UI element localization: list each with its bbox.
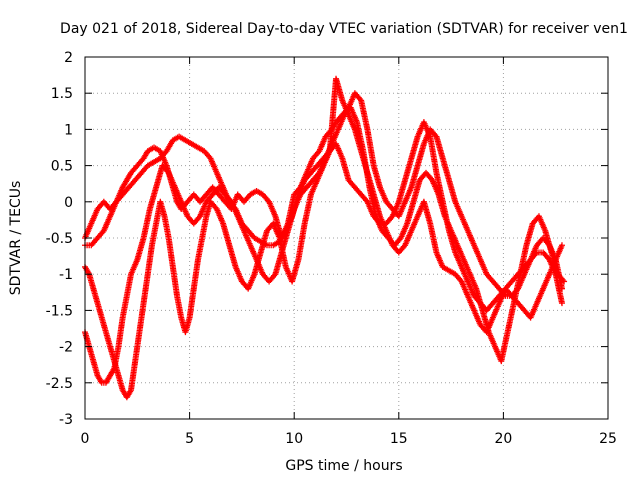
- y-tick-label: -3: [59, 412, 73, 428]
- chart-title: Day 021 of 2018, Sidereal Day-to-day VTE…: [60, 21, 628, 37]
- y-tick-label: -1: [59, 267, 73, 283]
- x-tick-label: 20: [494, 431, 512, 447]
- y-tick-label: -0.5: [46, 231, 73, 247]
- x-tick-label: 15: [390, 431, 408, 447]
- y-tick-label: 1.5: [51, 86, 73, 102]
- axis-ticks: [84, 56, 609, 420]
- y-tick-label: -2: [59, 340, 73, 356]
- x-axis-label: GPS time / hours: [285, 458, 402, 474]
- y-tick-label: 0: [64, 195, 73, 211]
- y-tick-label: 2: [64, 50, 73, 66]
- x-tick-label: 0: [81, 431, 90, 447]
- data-point: [558, 300, 565, 307]
- y-tick-label: 0.5: [51, 159, 73, 175]
- data-point: [558, 242, 565, 249]
- y-tick-label: 1: [64, 122, 73, 138]
- y-tick-label: -2.5: [46, 376, 73, 392]
- x-tick-label: 25: [599, 431, 617, 447]
- data-points: [82, 75, 568, 401]
- data-point: [561, 278, 568, 285]
- x-tick-label: 10: [285, 431, 303, 447]
- y-axis-label: SDTVAR / TECUs: [8, 181, 24, 296]
- tick-labels: 0 5 10 15 20 25 -3 -2.5 -2 -1.5 -1 -0.5 0 0.5 1 1.5 2: [46, 50, 617, 447]
- y-tick-label: -1.5: [46, 303, 73, 319]
- x-tick-label: 5: [185, 431, 194, 447]
